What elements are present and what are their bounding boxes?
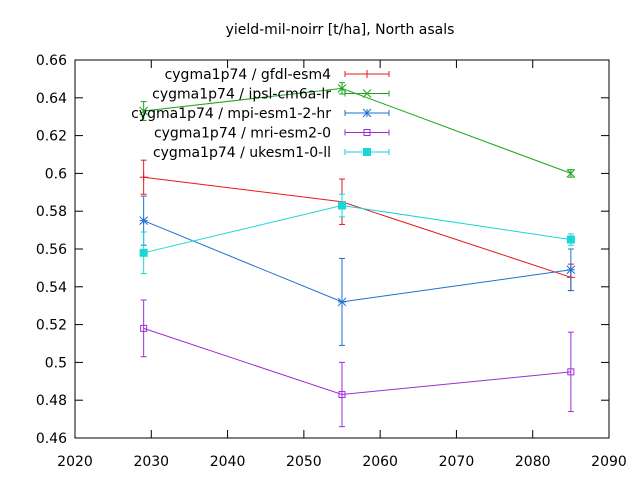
y-tick-label: 0.48 — [36, 393, 67, 409]
x-tick-label: 2040 — [210, 454, 246, 470]
data-point — [139, 216, 149, 226]
marker-stroke — [139, 216, 149, 226]
data-point — [566, 169, 576, 178]
x-tick-label: 2050 — [286, 454, 322, 470]
marker-square — [139, 248, 148, 257]
marker-square — [338, 391, 346, 399]
data-point — [338, 201, 346, 210]
marker-stroke — [337, 83, 347, 93]
data-point — [362, 89, 372, 98]
data-point — [139, 248, 148, 257]
legend-item: cygma1p74 / mri-esm2-0 — [154, 126, 390, 142]
data-point — [363, 129, 371, 136]
legend-item: cygma1p74 / ipsl-cm6a-lr — [152, 87, 390, 103]
series-5 — [139, 193, 575, 275]
y-tick-label: 0.56 — [36, 242, 67, 258]
series-line — [143, 220, 571, 303]
data-point — [139, 106, 149, 116]
marker-stroke — [337, 297, 347, 307]
y-tick-label: 0.52 — [36, 318, 67, 334]
data-point — [362, 108, 372, 118]
marker-stroke — [362, 89, 372, 98]
y-tick-label: 0.62 — [36, 129, 67, 145]
legend-label: cygma1p74 / gfdl-esm4 — [165, 67, 332, 83]
x-tick-label: 2080 — [515, 454, 551, 470]
marker-square — [567, 368, 575, 376]
x-tick-label: 2020 — [57, 454, 93, 470]
x-tick-label: 2060 — [362, 454, 398, 470]
marker-stroke — [566, 169, 576, 178]
marker-stroke — [139, 106, 149, 116]
data-point — [567, 368, 575, 376]
marker-stroke — [566, 265, 576, 275]
series-line — [143, 176, 572, 278]
legend-label: cygma1p74 / mri-esm2-0 — [154, 126, 331, 142]
y-tick-label: 0.5 — [45, 355, 67, 371]
series-line — [143, 204, 571, 254]
series-3 — [139, 195, 576, 346]
y-tick-label: 0.6 — [45, 166, 67, 182]
marker-square — [140, 324, 148, 332]
data-point — [363, 148, 371, 156]
axis-ticks: 0.46 0.48 0.5 0.52 0.54 0.56 0.58 0.6 0.62 0.64 0.… — [36, 53, 627, 470]
marker-square — [363, 148, 371, 156]
series-line — [143, 327, 571, 396]
x-tick-label: 2070 — [439, 454, 475, 470]
legend-label: cygma1p74 / ukesm1-0-ll — [153, 145, 331, 161]
legend-item: cygma1p74 / ukesm1-0-ll — [153, 145, 390, 161]
legend-label: cygma1p74 / ipsl-cm6a-lr — [152, 87, 331, 103]
marker-square — [566, 235, 575, 244]
chart-title: yield-mil-noirr [t/ha], North asals — [226, 22, 455, 38]
data-point — [140, 324, 148, 332]
data-point — [566, 265, 576, 275]
y-tick-label: 0.66 — [36, 53, 67, 69]
series-group — [139, 82, 576, 428]
y-tick-label: 0.64 — [36, 91, 67, 107]
y-tick-label: 0.58 — [36, 204, 67, 220]
legend: cygma1p74 / gfdl-esm4 cygma1p74 / ipsl-cm… — [131, 67, 390, 161]
legend-label: cygma1p74 / mpi-esm1-2-hr — [131, 106, 331, 122]
marker-stroke — [362, 108, 372, 118]
x-tick-label: 2090 — [591, 454, 627, 470]
marker-square — [338, 201, 346, 210]
data-point — [363, 70, 371, 78]
x-tick-label: 2030 — [133, 454, 169, 470]
legend-item: cygma1p74 / mpi-esm1-2-hr — [131, 106, 390, 122]
series-4 — [140, 299, 575, 428]
series-1 — [139, 159, 575, 292]
legend-item: cygma1p74 / gfdl-esm4 — [165, 67, 390, 83]
data-point — [566, 235, 575, 244]
data-point — [139, 173, 148, 182]
series-2 — [139, 82, 576, 178]
y-tick-label: 0.46 — [36, 431, 67, 447]
y-tick-label: 0.54 — [36, 280, 67, 296]
data-point — [337, 297, 347, 307]
data-point — [338, 391, 346, 399]
marker-square — [363, 129, 371, 136]
